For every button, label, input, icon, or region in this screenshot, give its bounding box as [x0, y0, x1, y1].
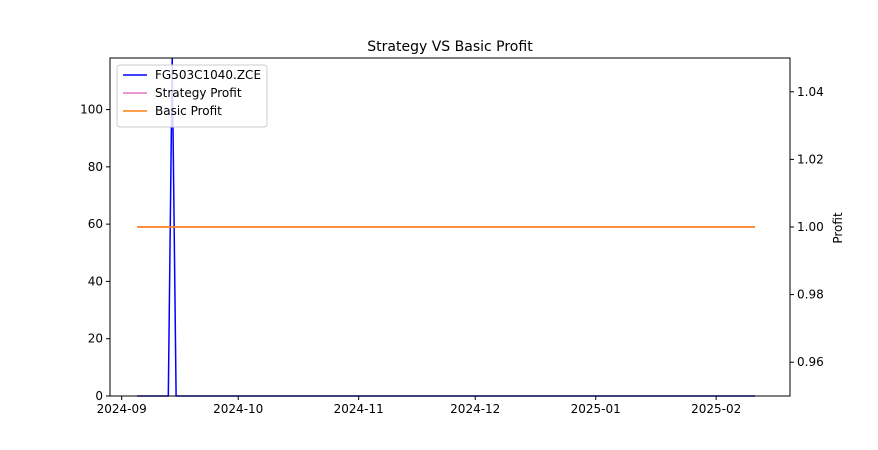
x-tick-label: 2025-01: [571, 402, 621, 416]
x-axis: 2024-09 2024-10 2024-11 2024-12 2025-01 2025-…: [97, 396, 741, 416]
y-left-tick-label: 100: [80, 103, 103, 117]
x-tick-label: 2024-12: [450, 402, 500, 416]
y-axis-right-label: Profit: [831, 212, 845, 244]
y-left-tick-label: 20: [88, 332, 103, 346]
legend-box: [116, 64, 268, 128]
x-tick-label: 2025-02: [691, 402, 741, 416]
legend-entry: Basic Profit: [155, 104, 222, 118]
y-right-tick-label: 1.02: [797, 152, 824, 166]
y-axis-right: 0.96 0.98 1.00 1.02 1.04: [790, 85, 824, 369]
y-axis-left: 0 20 40 60 80 100: [80, 103, 110, 403]
y-right-tick-label: 1.04: [797, 85, 824, 99]
legend: FG503C1040.ZCE Strategy Profit Basic Profi…: [116, 64, 268, 128]
y-right-tick-label: 1.00: [797, 220, 824, 234]
x-tick-label: 2024-10: [213, 402, 263, 416]
x-tick-label: 2024-09: [97, 402, 147, 416]
y-left-tick-label: 80: [88, 160, 103, 174]
y-right-tick-label: 0.98: [797, 288, 824, 302]
chart-title: Strategy VS Basic Profit: [367, 39, 533, 55]
legend-entry: Strategy Profit: [155, 86, 242, 100]
y-right-tick-label: 0.96: [797, 355, 824, 369]
legend-entry: FG503C1040.ZCE: [155, 68, 261, 82]
y-left-tick-label: 0: [95, 389, 103, 403]
x-tick-label: 2024-11: [334, 402, 384, 416]
y-left-tick-label: 60: [88, 217, 103, 231]
y-left-tick-label: 40: [88, 274, 103, 288]
